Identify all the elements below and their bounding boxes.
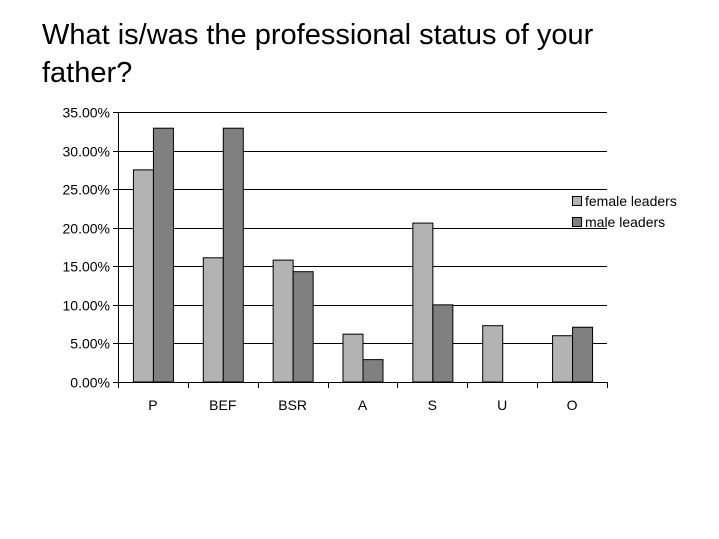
bar-a-series-1 <box>342 333 364 383</box>
y-tick-label: 0.00% <box>70 375 110 391</box>
bar-p-series-1 <box>132 169 154 383</box>
bars <box>132 127 594 383</box>
legend: female leaders male leaders <box>572 193 677 230</box>
y-tick-label: 25.00% <box>63 182 110 198</box>
x-tick-label: A <box>358 397 368 413</box>
legend-label-2: male leaders <box>585 214 665 230</box>
y-axis: 0.00% 5.00% 10.00% 15.00% 20.00% 25.00% 30.00%… <box>63 105 119 391</box>
x-tick-label: P <box>148 397 157 413</box>
bar-s-series-2 <box>432 304 454 383</box>
bar-o-series-2 <box>572 326 594 383</box>
bar-bef-series-1 <box>202 257 224 383</box>
y-tick-label: 30.00% <box>63 144 110 160</box>
y-tick-label: 15.00% <box>63 259 110 275</box>
bar-u-series-1 <box>482 325 504 383</box>
x-tick-label: S <box>428 397 437 413</box>
x-tick-label: BEF <box>209 397 236 413</box>
bar-p-series-2 <box>152 127 174 383</box>
y-tick-label: 20.00% <box>63 221 110 237</box>
bar-bsr-series-2 <box>292 271 314 383</box>
bar-s-series-1 <box>412 222 434 383</box>
legend-label-1: female leaders <box>585 193 677 209</box>
legend-swatch-1 <box>572 196 582 206</box>
y-tick-label: 35.00% <box>63 105 110 121</box>
y-tick-label: 10.00% <box>63 298 110 314</box>
x-tick-label: O <box>567 397 578 413</box>
y-tick-label: 5.00% <box>70 336 110 352</box>
bar-bsr-series-1 <box>272 259 294 383</box>
legend-swatch-2 <box>572 217 582 227</box>
x-tick-label: U <box>497 397 507 413</box>
bar-a-series-2 <box>362 359 384 383</box>
x-axis: P BEF BSR A S U O <box>118 382 608 413</box>
chart-title: What is/was the professional status of y… <box>42 19 594 89</box>
gridlines <box>118 112 607 344</box>
x-tick-label: BSR <box>278 397 307 413</box>
bar-o-series-1 <box>552 335 574 383</box>
bar-bef-series-2 <box>222 127 244 383</box>
